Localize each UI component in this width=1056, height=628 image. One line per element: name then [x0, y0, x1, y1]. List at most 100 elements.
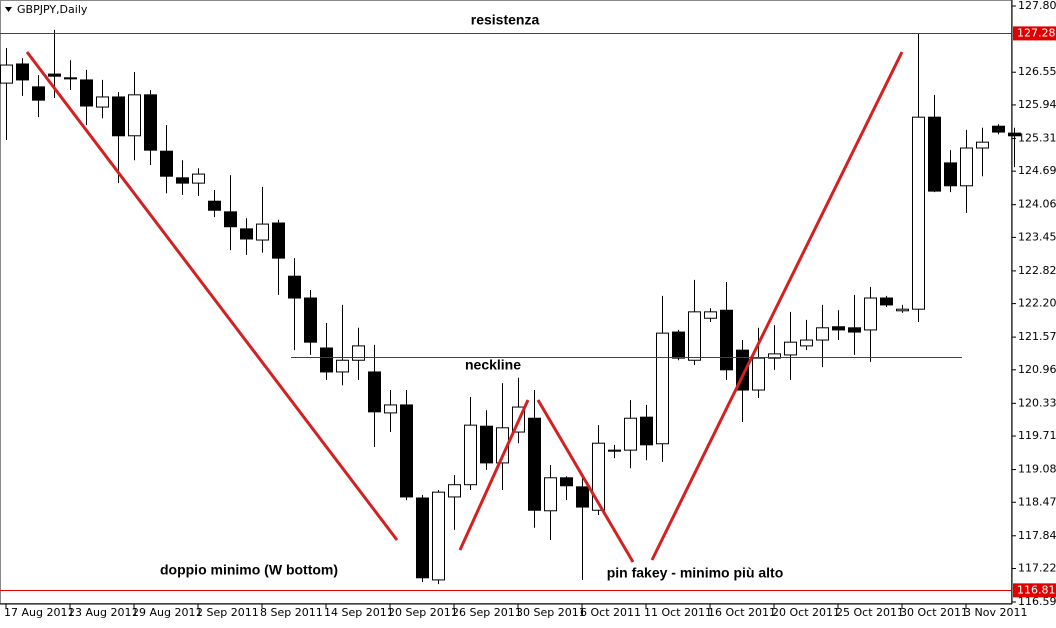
candle-body: [448, 484, 461, 498]
candle-body: [896, 308, 909, 312]
candle-body: [16, 63, 29, 81]
menu-icon[interactable]: [5, 7, 12, 12]
candle-body: [592, 442, 605, 511]
y-tick-label: 118.470: [1018, 495, 1056, 508]
candle-body: [672, 331, 685, 359]
annotation: resistenza: [471, 12, 540, 28]
candle-body: [128, 94, 141, 137]
candle-body: [768, 353, 781, 359]
candle-body: [320, 347, 333, 373]
candle-body: [688, 311, 701, 361]
candle-body: [48, 73, 61, 77]
candle-body: [784, 341, 797, 356]
y-tick-label: 123.450: [1018, 230, 1056, 243]
x-tick-label: 20 Sep 2011: [388, 606, 458, 619]
y-tick-label: 124.065: [1018, 198, 1056, 211]
candle-body: [144, 94, 157, 151]
price-label: 116.814: [1017, 583, 1056, 596]
y-tick-label: 127.800: [1018, 0, 1056, 12]
annotation: neckline: [465, 357, 521, 373]
candle-body: [336, 359, 349, 373]
y-tick-label: 117.840: [1018, 529, 1056, 542]
plot-area: [0, 0, 1012, 604]
x-tick-label: 14 Sep 2011: [324, 606, 394, 619]
chart-title: GBPJPY,Daily: [17, 3, 88, 16]
candle-body: [944, 162, 957, 187]
candle-body: [80, 79, 93, 107]
candle-body: [832, 326, 845, 331]
candle-body: [576, 486, 589, 508]
trend-line: [650, 51, 904, 561]
x-tick-label: 20 Oct 2011: [772, 606, 840, 619]
x-tick-label: 16 Oct 2011: [708, 606, 776, 619]
x-tick-label: 25 Oct 2011: [836, 606, 904, 619]
x-tick-label: 29 Aug 2011: [132, 606, 202, 619]
candle-body: [880, 297, 893, 306]
candle-body: [224, 211, 237, 228]
x-tick-label: 23 Aug 2011: [68, 606, 138, 619]
candle-body: [976, 141, 989, 149]
candle-body: [432, 491, 445, 581]
candle-body: [656, 332, 669, 445]
y-tick-label: 121.575: [1018, 330, 1056, 343]
candle-body: [32, 86, 45, 101]
x-tick-label: 26 Sep 2011: [452, 606, 522, 619]
x-tick-label: 2 Sep 2011: [196, 606, 259, 619]
candle-body: [400, 404, 413, 498]
y-tick-label: 120.330: [1018, 396, 1056, 409]
candle-body: [864, 297, 877, 331]
candle-body: [96, 96, 109, 108]
y-tick-label: 126.555: [1018, 65, 1056, 78]
y-tick-label: 125.310: [1018, 131, 1056, 144]
candle-body: [960, 147, 973, 187]
trend-line: [25, 51, 399, 541]
x-tick-label: 8 Sep 2011: [260, 606, 323, 619]
candle-body: [176, 177, 189, 184]
trend-line: [458, 399, 530, 551]
candle-body: [704, 311, 717, 319]
candle-body: [288, 275, 301, 299]
y-tick-label: 120.960: [1018, 363, 1056, 376]
candle-body: [416, 497, 429, 579]
y-tick-label: 116.595: [1018, 595, 1056, 608]
candle-body: [912, 116, 925, 310]
candle-body: [464, 424, 477, 486]
y-tick-label: 124.695: [1018, 164, 1056, 177]
candle-body: [160, 150, 173, 177]
price-label-box: [1013, 26, 1056, 41]
x-tick-label: 6 Oct 2011: [580, 606, 641, 619]
annotation: pin fakey - minimo più alto: [607, 565, 784, 581]
candle-body: [352, 345, 365, 361]
candle-body: [560, 477, 573, 487]
x-tick-label: 3 Nov 2011: [964, 606, 1027, 619]
candle-body: [528, 417, 541, 511]
candle-body: [1008, 132, 1021, 137]
candle-body: [848, 327, 861, 333]
candle-body: [640, 416, 653, 446]
candle-body: [720, 309, 733, 371]
trend-line: [536, 399, 635, 563]
candle-body: [208, 200, 221, 211]
candle-body: [368, 371, 381, 413]
candle-body: [256, 223, 269, 241]
candle-body: [544, 477, 557, 512]
candle-body: [608, 449, 621, 452]
candle-body: [272, 222, 285, 259]
candle-body: [624, 417, 637, 451]
trend-lines: [25, 51, 904, 563]
y-tick-label: 119.085: [1018, 463, 1056, 476]
candle-body: [992, 125, 1005, 133]
x-tick-label: 11 Oct 2011: [644, 606, 712, 619]
price-label-box: [1013, 583, 1056, 598]
y-tick-label: 117.225: [1018, 561, 1056, 574]
y-tick-label: 125.940: [1018, 98, 1056, 111]
candle-body: [192, 173, 205, 184]
candle-body: [928, 116, 941, 192]
candle-body: [816, 327, 829, 341]
candle-body: [64, 77, 77, 80]
candle-body: [304, 297, 317, 343]
candle-body: [800, 339, 813, 347]
candle-body: [112, 96, 125, 137]
y-tick-label: 119.715: [1018, 429, 1056, 442]
